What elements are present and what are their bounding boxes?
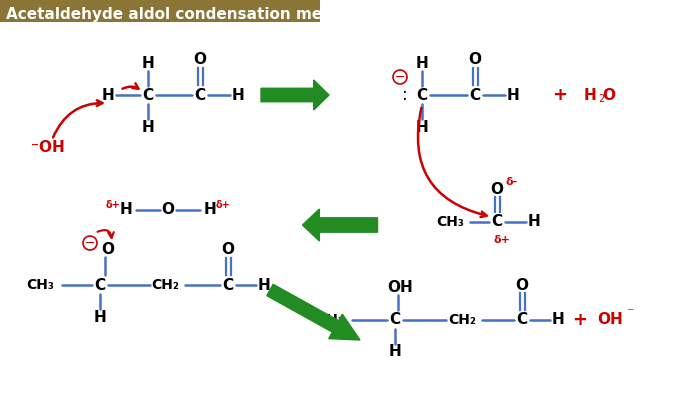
Text: C: C bbox=[94, 277, 106, 292]
Text: H: H bbox=[232, 88, 244, 103]
Polygon shape bbox=[267, 284, 360, 340]
Text: H: H bbox=[552, 312, 564, 327]
Text: C: C bbox=[142, 88, 153, 103]
Text: O: O bbox=[491, 182, 503, 196]
Text: H: H bbox=[94, 310, 106, 325]
Text: H: H bbox=[258, 277, 270, 292]
Text: O: O bbox=[162, 202, 174, 217]
Text: C: C bbox=[517, 312, 528, 327]
Text: C: C bbox=[491, 215, 503, 230]
Text: −: − bbox=[395, 70, 405, 83]
Text: H: H bbox=[507, 88, 519, 103]
Text: H: H bbox=[120, 202, 132, 217]
Text: C: C bbox=[416, 88, 428, 103]
Text: O: O bbox=[221, 242, 234, 257]
Text: CH₃: CH₃ bbox=[436, 215, 464, 229]
Text: OH: OH bbox=[597, 312, 623, 327]
Text: ⁻OH: ⁻OH bbox=[31, 141, 65, 156]
Text: 2: 2 bbox=[598, 94, 604, 104]
Text: O: O bbox=[193, 53, 206, 68]
Text: δ-: δ- bbox=[506, 177, 518, 187]
Text: CH₃: CH₃ bbox=[26, 278, 54, 292]
Text: :: : bbox=[402, 86, 408, 104]
Text: CH₂: CH₂ bbox=[448, 313, 476, 327]
Text: O: O bbox=[102, 242, 115, 257]
Text: δ+: δ+ bbox=[494, 235, 510, 245]
Text: C: C bbox=[195, 88, 206, 103]
Text: OH: OH bbox=[387, 279, 413, 294]
Text: +: + bbox=[552, 86, 568, 104]
Text: H: H bbox=[141, 55, 155, 70]
Polygon shape bbox=[261, 80, 329, 110]
Text: H: H bbox=[389, 345, 401, 360]
Text: H: H bbox=[528, 215, 540, 230]
Text: +: + bbox=[573, 311, 587, 329]
Text: O: O bbox=[515, 277, 528, 292]
Text: H: H bbox=[204, 202, 216, 217]
FancyBboxPatch shape bbox=[0, 0, 320, 22]
Text: Acetaldehyde aldol condensation mechanism: Acetaldehyde aldol condensation mechanis… bbox=[6, 7, 393, 22]
Text: CH₂: CH₂ bbox=[151, 278, 179, 292]
Text: H: H bbox=[416, 119, 428, 134]
Text: H: H bbox=[102, 88, 114, 103]
Text: ⁻: ⁻ bbox=[626, 306, 634, 320]
Text: H: H bbox=[416, 55, 428, 70]
Text: O: O bbox=[603, 88, 615, 103]
Text: O: O bbox=[468, 53, 482, 68]
Text: δ+: δ+ bbox=[216, 200, 230, 210]
Text: C: C bbox=[223, 277, 234, 292]
Text: H: H bbox=[584, 88, 596, 103]
Text: δ+: δ+ bbox=[106, 200, 120, 210]
Text: C: C bbox=[389, 312, 400, 327]
Text: CH₃: CH₃ bbox=[316, 313, 344, 327]
Text: C: C bbox=[470, 88, 481, 103]
Text: −: − bbox=[85, 237, 95, 250]
Text: H: H bbox=[141, 119, 155, 134]
Polygon shape bbox=[302, 209, 377, 241]
